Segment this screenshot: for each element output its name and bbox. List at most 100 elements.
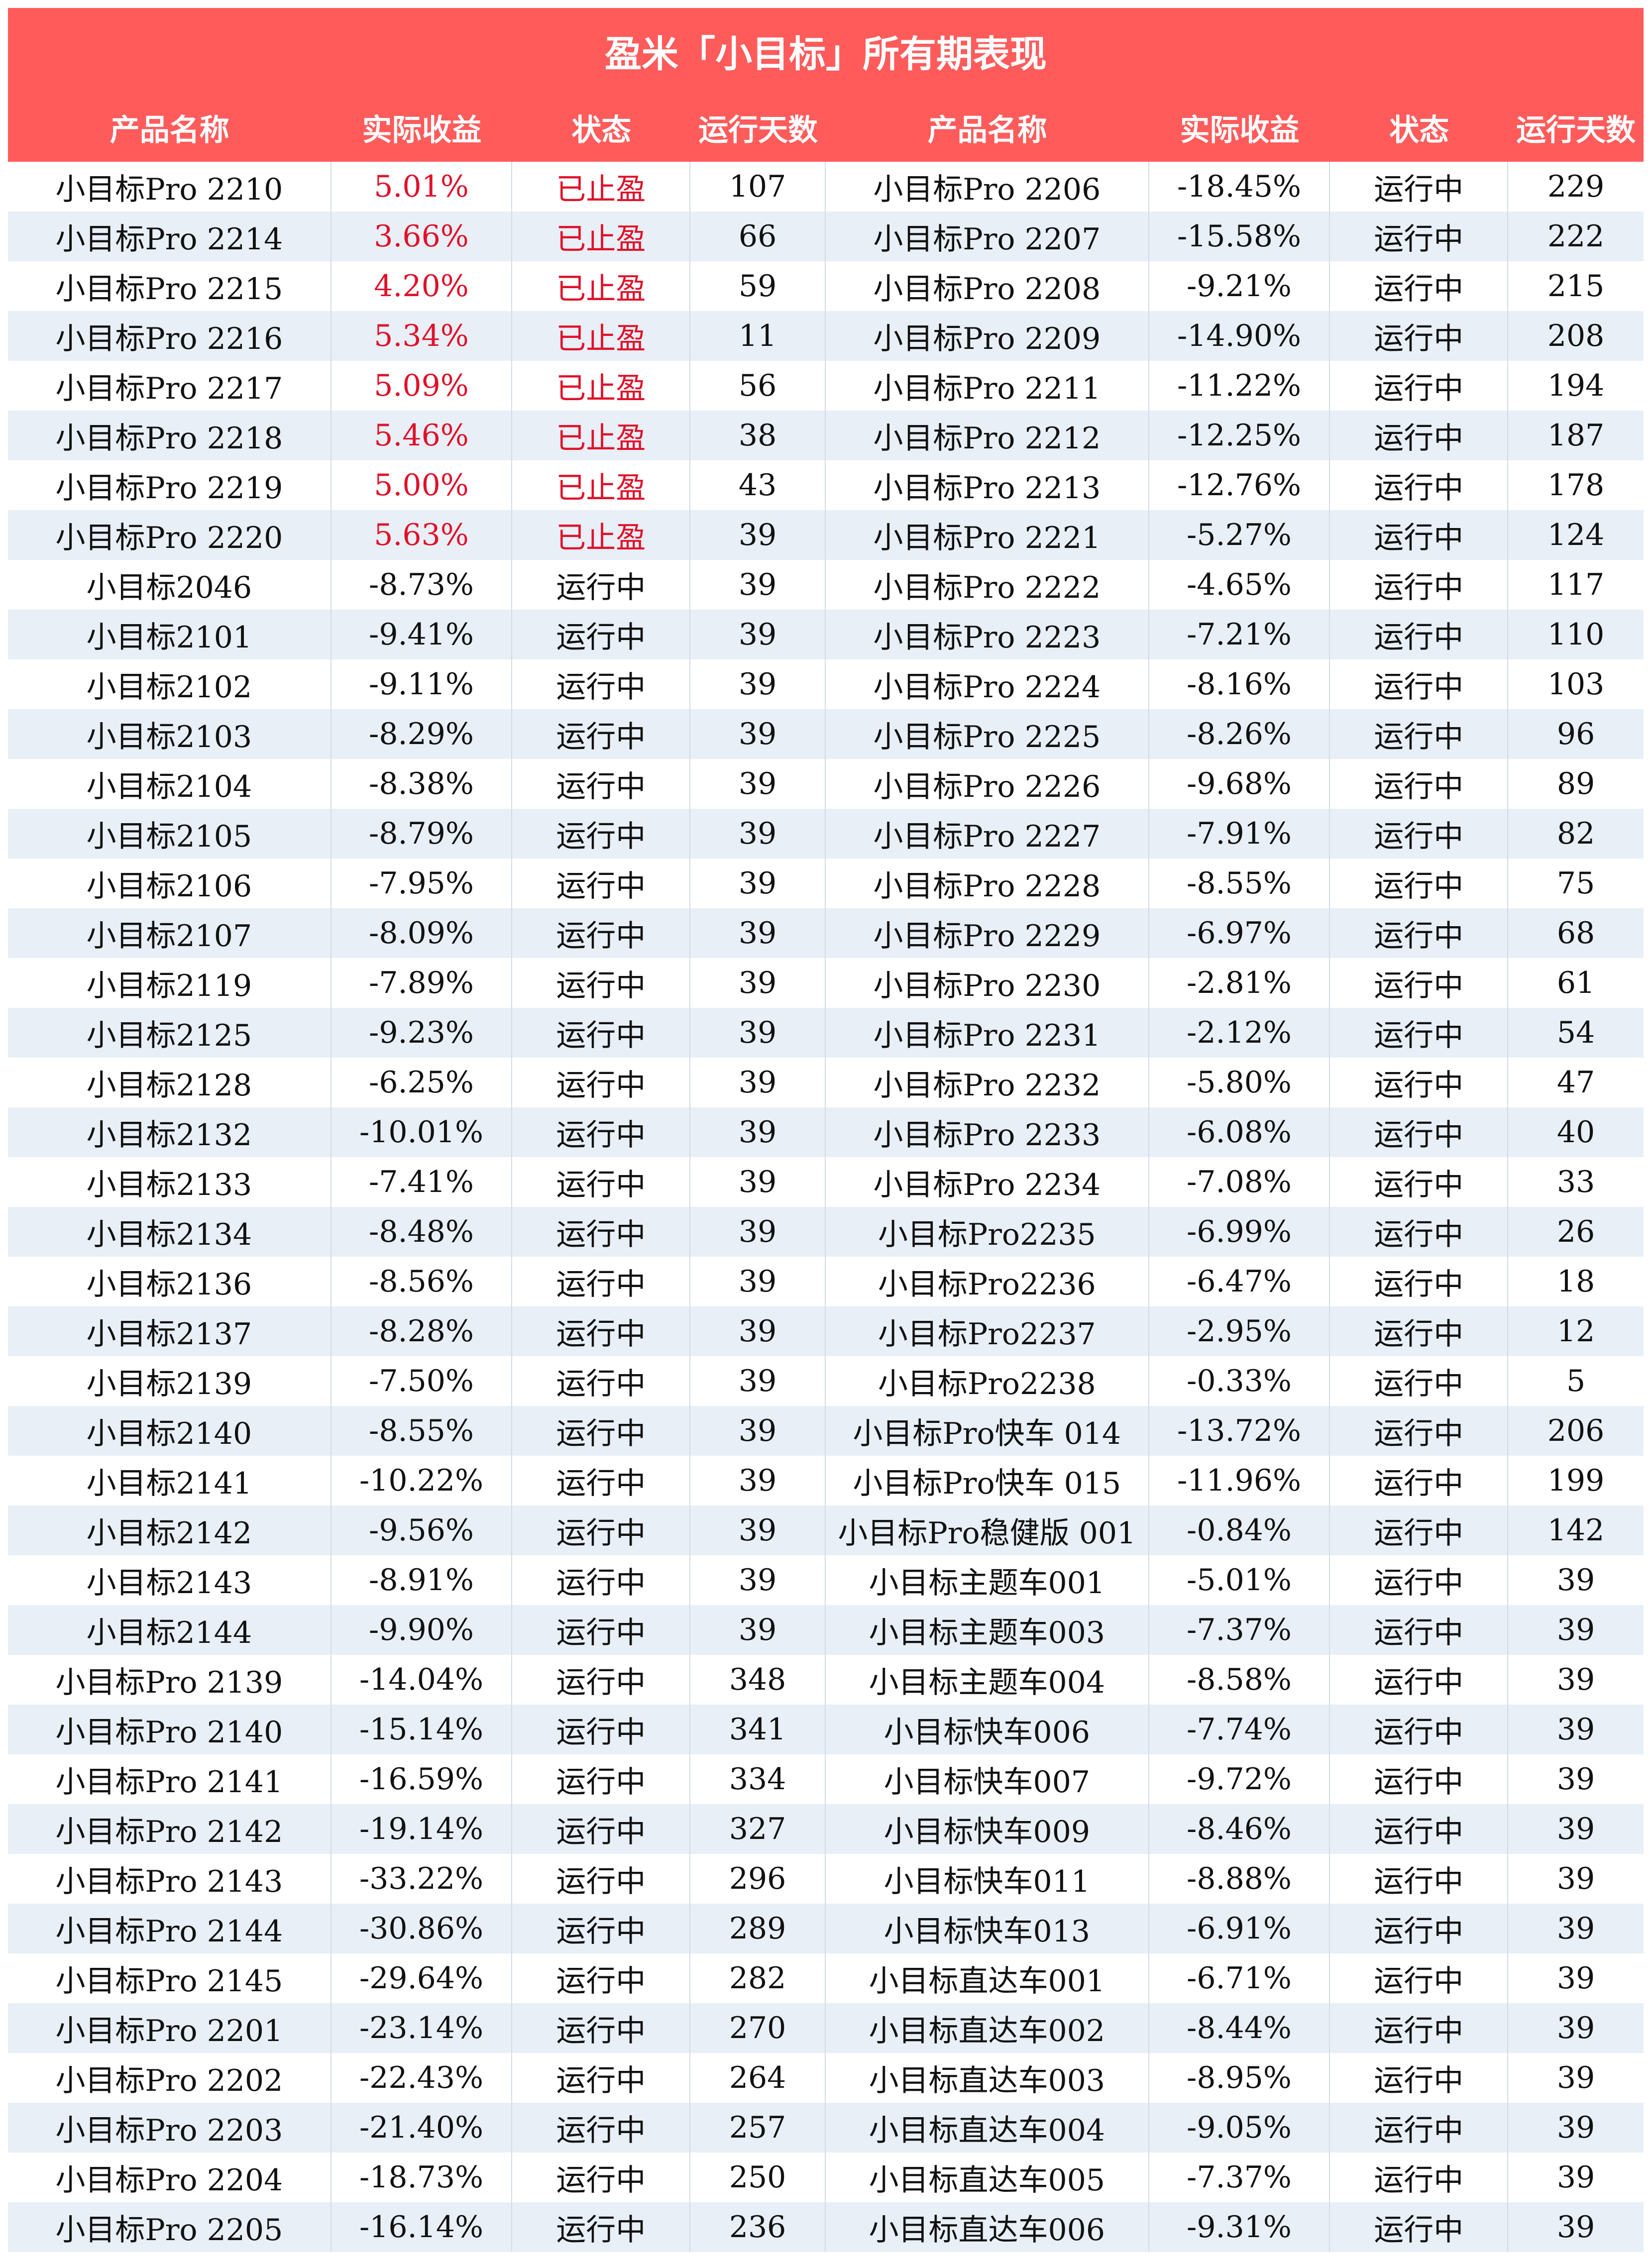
performance-table: 盈米「小目标」所有期表现 产品名称 实际收益 状态 运行天数 产品名称 实际收益… (8, 8, 1644, 2252)
days-cell: 39 (1556, 1812, 1595, 1846)
return-cell: -0.84% (1149, 1506, 1330, 1555)
status-cell: 运行中 (1330, 1306, 1509, 1356)
product-name-cell: 小目标Pro 2221 (826, 510, 1149, 560)
days-cell: 39 (690, 610, 826, 659)
product-name-cell: 小目标Pro稳健版 001 (826, 1506, 1149, 1555)
status-cell: 运行中 (1330, 1754, 1509, 1804)
status-cell: 运行中 (512, 1406, 691, 1456)
table-row: 小目标Pro 2218 5.46% 已止盈 38 小目标Pro 2212 -12.25% 运… (8, 411, 1644, 460)
table-row: 小目标2139 -7.50% 运行中 39 小目标Pro2238 -0.33% 运行中 5 (8, 1356, 1644, 1406)
product-name-cell: 小目标Pro 2222 (826, 560, 1149, 610)
days-cell: 39 (690, 659, 826, 709)
status-cell: 运行中 (512, 1555, 691, 1605)
product-name-cell: 小目标主题车003 (826, 1605, 1149, 1655)
product-name-cell: 小目标Pro 2210 (8, 162, 331, 212)
days-cell: 236 (690, 2202, 826, 2252)
return-cell: -7.50% (331, 1356, 513, 1406)
table-row: 小目标Pro 2202 -22.43% 运行中 264 小目标直达车003 -8.95% 运… (8, 2053, 1644, 2103)
days-cell: 39 (690, 859, 826, 908)
return-cell: -15.58% (1149, 212, 1330, 261)
days-cell: 39 (1556, 1662, 1595, 1697)
days-cell: 124 (1547, 518, 1605, 552)
status-cell: 运行中 (1330, 162, 1509, 212)
days-cell: 103 (1547, 667, 1605, 702)
column-header-status-right: 状态 (1389, 113, 1449, 148)
return-cell: -18.45% (1149, 162, 1330, 212)
product-name-cell: 小目标2104 (8, 759, 331, 809)
table-row: 小目标2141 -10.22% 运行中 39 小目标Pro快车 015 -11.96% 运行… (8, 1456, 1644, 1506)
product-name-cell: 小目标Pro 2232 (826, 1058, 1149, 1107)
product-name-cell: 小目标Pro 2217 (8, 361, 331, 411)
return-cell: -11.96% (1149, 1456, 1330, 1506)
product-name-cell: 小目标Pro 2144 (8, 1904, 331, 1953)
return-cell: -7.95% (331, 859, 513, 908)
days-cell: 39 (690, 1306, 826, 1356)
return-cell: -8.55% (331, 1406, 513, 1456)
days-cell: 39 (690, 1555, 826, 1605)
status-cell: 运行中 (1330, 2003, 1509, 2053)
product-name-cell: 小目标Pro 2205 (8, 2202, 331, 2252)
return-cell: -7.91% (1149, 809, 1330, 859)
status-cell: 运行中 (1330, 460, 1509, 510)
status-cell: 运行中 (512, 1257, 691, 1306)
return-cell: -8.28% (331, 1306, 513, 1356)
days-cell: 59 (690, 261, 826, 311)
product-name-cell: 小目标直达车006 (826, 2202, 1149, 2252)
days-cell: 178 (1547, 468, 1605, 503)
product-name-cell: 小目标Pro 2227 (826, 809, 1149, 859)
product-name-cell: 小目标Pro 2223 (826, 610, 1149, 659)
product-name-cell: 小目标2103 (8, 709, 331, 759)
product-name-cell: 小目标Pro 2228 (826, 859, 1149, 908)
table-row: 小目标Pro 2219 5.00% 已止盈 43 小目标Pro 2213 -12.76% 运… (8, 460, 1644, 510)
table-row: 小目标Pro 2203 -21.40% 运行中 257 小目标直达车004 -9.05% 运… (8, 2103, 1644, 2152)
product-name-cell: 小目标直达车001 (826, 1953, 1149, 2003)
table-row: 小目标2101 -9.41% 运行中 39 小目标Pro 2223 -7.21% 运行中 11… (8, 610, 1644, 659)
table-row: 小目标2119 -7.89% 运行中 39 小目标Pro 2230 -2.81% 运行中 61 (8, 958, 1644, 1008)
table-row: 小目标Pro 2142 -19.14% 运行中 327 小目标快车009 -8.46% 运行… (8, 1804, 1644, 1854)
product-name-cell: 小目标主题车001 (826, 1555, 1149, 1605)
days-cell: 26 (1556, 1214, 1595, 1249)
return-cell: -8.38% (331, 759, 513, 809)
table-row: 小目标Pro 2140 -15.14% 运行中 341 小目标快车006 -7.74% 运行… (8, 1705, 1644, 1754)
days-cell: 39 (690, 958, 826, 1008)
column-header-running-days: 运行天数 (698, 113, 818, 148)
status-cell: 运行中 (512, 1705, 691, 1754)
table-row: 小目标Pro 2220 5.63% 已止盈 39 小目标Pro 2221 -5.27% 运行… (8, 510, 1644, 560)
return-cell: -6.97% (1149, 908, 1330, 958)
days-cell: 75 (1556, 866, 1595, 901)
days-cell: 61 (1556, 966, 1595, 1000)
status-cell: 运行中 (1330, 709, 1509, 759)
status-cell: 运行中 (1330, 610, 1509, 659)
return-cell: -9.68% (1149, 759, 1330, 809)
status-cell: 运行中 (512, 1008, 691, 1058)
return-cell: -12.25% (1149, 411, 1330, 460)
status-cell: 运行中 (1330, 2053, 1509, 2103)
status-cell: 运行中 (512, 1605, 691, 1655)
product-name-cell: 小目标Pro 2139 (8, 1655, 331, 1705)
status-cell: 已止盈 (512, 510, 691, 560)
return-cell: -18.73% (331, 2152, 513, 2202)
status-cell: 运行中 (512, 1207, 691, 1257)
return-cell: -9.11% (331, 659, 513, 709)
product-name-cell: 小目标Pro 2140 (8, 1705, 331, 1754)
days-cell: 12 (1556, 1314, 1595, 1349)
product-name-cell: 小目标快车011 (826, 1854, 1149, 1904)
days-cell: 39 (690, 560, 826, 610)
product-name-cell: 小目标Pro 2141 (8, 1754, 331, 1804)
return-cell: -8.55% (1149, 859, 1330, 908)
status-cell: 运行中 (1330, 1953, 1509, 2003)
product-name-cell: 小目标2143 (8, 1555, 331, 1605)
return-cell: -6.25% (331, 1058, 513, 1107)
product-name-cell: 小目标Pro2238 (826, 1356, 1149, 1406)
days-cell: 334 (690, 1754, 826, 1804)
days-cell: 39 (1556, 1563, 1595, 1598)
days-cell: 39 (1556, 1613, 1595, 1647)
status-cell: 运行中 (512, 958, 691, 1008)
return-cell: -6.71% (1149, 1953, 1330, 2003)
days-cell: 264 (690, 2053, 826, 2103)
product-name-cell: 小目标Pro 2145 (8, 1953, 331, 2003)
return-cell: -5.80% (1149, 1058, 1330, 1107)
return-cell: -22.43% (331, 2053, 513, 2103)
return-cell: -8.09% (331, 908, 513, 958)
status-cell: 运行中 (1330, 1107, 1509, 1157)
